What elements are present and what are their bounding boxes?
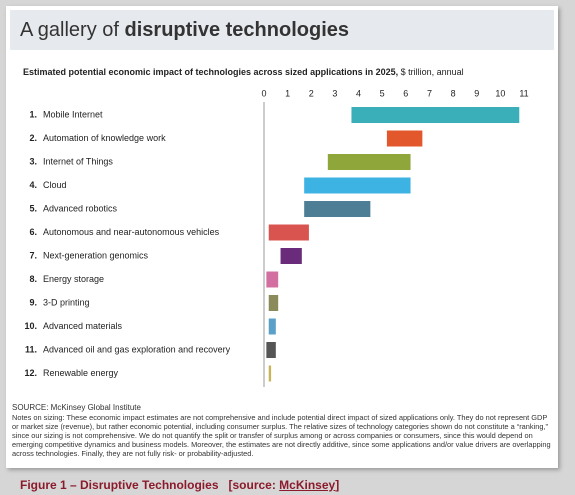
rank: 11. [25, 344, 37, 354]
category-label: Next-generation genomics [43, 250, 149, 260]
bar [268, 295, 279, 311]
rank: 2. [29, 133, 37, 143]
x-tick-label: 1 [285, 88, 290, 98]
category-label: Advanced oil and gas exploration and rec… [43, 344, 231, 354]
category-label: Advanced materials [43, 321, 123, 331]
title-light: A gallery of [20, 19, 125, 41]
rank: 10. [24, 321, 37, 331]
x-tick-label: 9 [474, 88, 479, 98]
source: SOURCE: McKinsey Global Institute [12, 403, 141, 412]
bar [268, 224, 309, 241]
bar [304, 177, 411, 194]
category-label: Energy storage [43, 274, 104, 284]
header: A gallery of disruptive technologies [10, 10, 554, 50]
bar [304, 201, 371, 217]
category-label: Automation of knowledge work [43, 133, 166, 143]
x-tick-label: 5 [380, 88, 385, 98]
x-tick-label: 6 [403, 88, 408, 98]
x-tick-label: 4 [356, 88, 361, 98]
bar [327, 154, 411, 170]
bar [266, 271, 279, 288]
x-tick-label: 8 [451, 88, 456, 98]
chart: Estimated potential economic impact of t… [23, 67, 529, 387]
x-tick-label: 2 [309, 88, 314, 98]
title: A gallery of disruptive technologies [20, 19, 349, 42]
rank: 1. [29, 109, 37, 119]
chart-subtitle: Estimated potential economic impact of t… [23, 67, 398, 77]
rank: 9. [29, 297, 37, 307]
category-label: Advanced robotics [43, 203, 118, 213]
bar [266, 342, 276, 358]
chart-title: Estimated potential economic impact of t… [23, 67, 464, 77]
units: $ trillion, annual [398, 67, 464, 77]
bar [268, 318, 276, 335]
x-tick-label: 3 [332, 88, 337, 98]
rank: 3. [29, 156, 37, 166]
rank: 12. [24, 368, 37, 378]
rank: 5. [29, 203, 37, 213]
card: A gallery of disruptive technologies Est… [6, 6, 558, 468]
caption-end: ] [335, 478, 340, 492]
category-label: Autonomous and near-autonomous vehicles [43, 227, 220, 237]
category-label: Internet of Things [43, 156, 113, 166]
bar [268, 365, 272, 382]
notes: Notes on sizing: These economic impact e… [12, 413, 551, 458]
rank: 7. [29, 250, 37, 260]
rank: 6. [29, 227, 37, 237]
x-tick-label: 10 [495, 88, 505, 98]
x-tick-label: 0 [261, 88, 266, 98]
rank: 4. [29, 180, 37, 190]
caption-link[interactable]: McKinsey [279, 478, 336, 492]
category-label: Renewable energy [43, 368, 119, 378]
bar [351, 107, 520, 123]
category-label: Cloud [43, 180, 67, 190]
rank: 8. [29, 274, 37, 284]
bar [386, 130, 423, 147]
x-tick-label: 7 [427, 88, 432, 98]
title-bold: disruptive technologies [124, 19, 349, 41]
caption: Figure 1 – Disruptive Technologies [sour… [20, 478, 339, 492]
bar [280, 248, 302, 264]
category-label: Mobile Internet [43, 109, 103, 119]
x-tick-label: 11 [519, 88, 528, 98]
caption-text: Figure 1 – Disruptive Technologies [sour… [20, 478, 280, 492]
category-label: 3-D printing [43, 297, 90, 307]
